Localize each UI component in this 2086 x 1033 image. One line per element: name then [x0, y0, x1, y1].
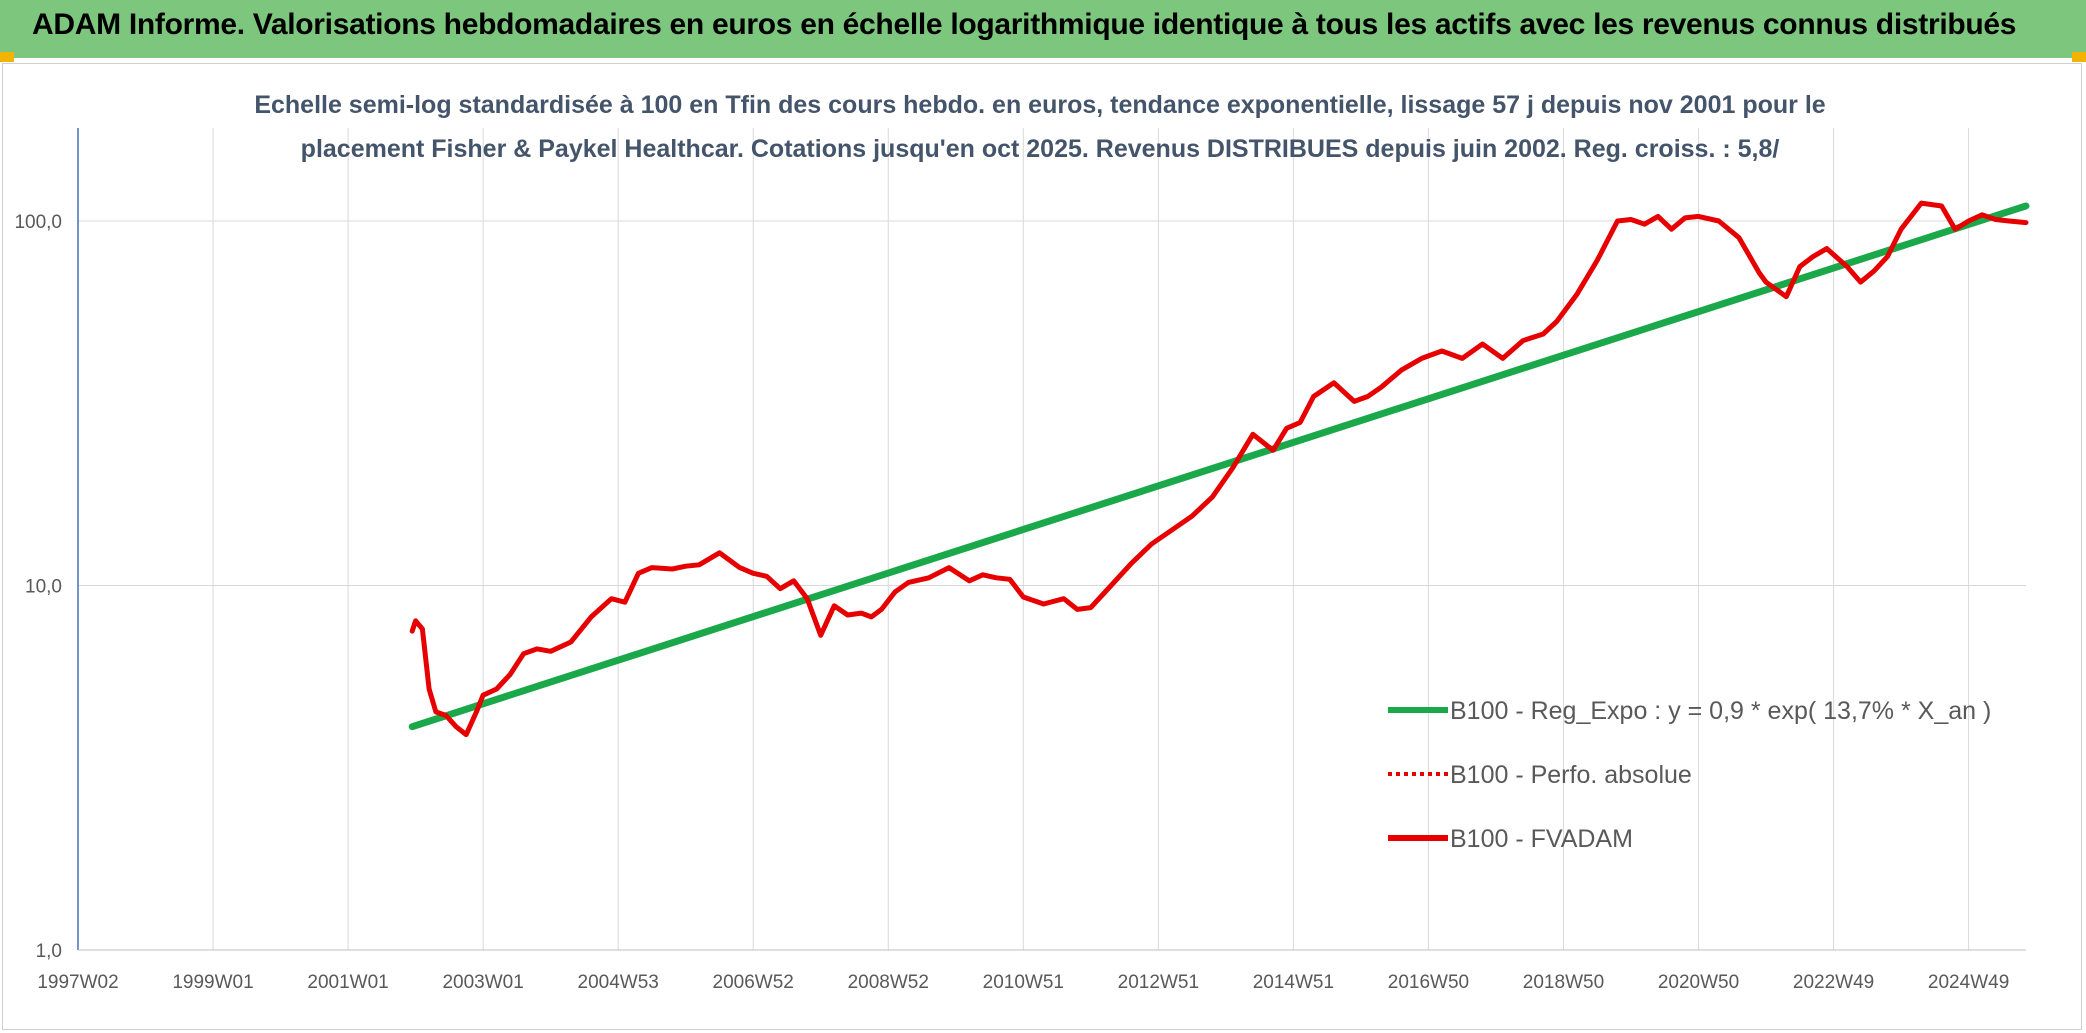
horizontal-gridlines — [78, 220, 2026, 587]
x-tick-label: 2020W50 — [1658, 972, 1739, 993]
x-tick-label: 1999W01 — [172, 972, 253, 993]
x-tick-label: 2024W49 — [1928, 972, 2009, 993]
x-tick-label: 2006W52 — [713, 972, 794, 993]
series-line-reg-expo — [408, 202, 2030, 731]
x-tick-label: 2014W51 — [1253, 972, 1334, 993]
vertical-gridlines — [77, 128, 1970, 950]
x-tick-label: 2010W51 — [983, 972, 1064, 993]
legend-label: B100 - Reg_Expo : y = 0,9 * exp( 13,7% *… — [1450, 697, 1991, 725]
y-tick-label: 1,0 — [36, 941, 62, 962]
x-tick-label: 2022W49 — [1793, 972, 1874, 993]
x-tick-label: 2016W50 — [1388, 972, 1469, 993]
legend-label: B100 - Perfo. absolue — [1450, 761, 1692, 789]
corner-marker-left — [0, 52, 14, 62]
series-layer — [408, 200, 2030, 738]
x-tick-label: 2018W50 — [1523, 972, 1604, 993]
x-tick-label: 2008W52 — [848, 972, 929, 993]
legend-label: B100 - FVADAM — [1450, 825, 1633, 853]
x-tick-label: 2001W01 — [307, 972, 388, 993]
x-tick-label: 2003W01 — [442, 972, 523, 993]
series-line-fvadam — [409, 200, 2029, 738]
y-tick-label: 100,0 — [14, 212, 62, 233]
y-tick-labels: 1,0 10,0 100,0 — [14, 212, 62, 962]
x-tick-label: 2012W51 — [1118, 972, 1199, 993]
corner-marker-right — [2072, 52, 2086, 62]
chart-title-line-1: Echelle semi-log standardisée à 100 en T… — [254, 91, 1825, 119]
page-title: ADAM Informe. Valorisations hebdomadaire… — [32, 8, 2017, 41]
x-tick-label: 1997W02 — [37, 972, 118, 993]
x-tick-labels: 1997W02 1999W01 2001W01 2003W01 2004W53 2006W… — [37, 972, 2009, 993]
x-tick-label: 2004W53 — [578, 972, 659, 993]
legend: B100 - Reg_Expo : y = 0,9 * exp( 13,7% *… — [1388, 697, 1991, 853]
chart-title-line-2: placement Fisher & Paykel Healthcar. Cot… — [301, 135, 1780, 163]
y-tick-label: 10,0 — [25, 577, 62, 598]
header-banner: ADAM Informe. Valorisations hebdomadaire… — [0, 0, 2086, 58]
chart-frame — [2, 63, 2082, 1030]
